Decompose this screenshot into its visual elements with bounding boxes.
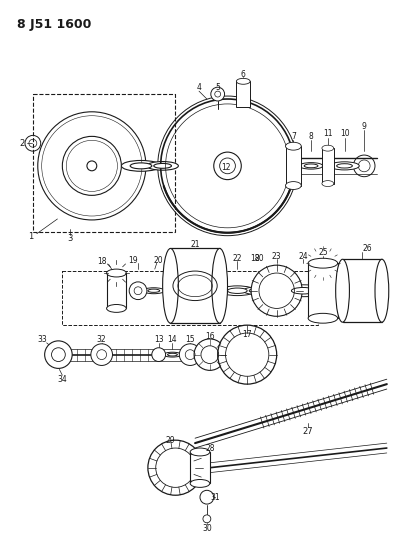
- Circle shape: [218, 325, 277, 384]
- Ellipse shape: [236, 78, 250, 84]
- Text: 18: 18: [250, 254, 260, 263]
- Ellipse shape: [308, 259, 338, 268]
- Ellipse shape: [337, 164, 352, 168]
- Text: 24: 24: [298, 252, 308, 261]
- Text: 2: 2: [20, 139, 25, 148]
- Text: 31: 31: [210, 492, 219, 502]
- Ellipse shape: [227, 288, 247, 294]
- Text: 20: 20: [254, 254, 264, 263]
- Ellipse shape: [243, 287, 271, 295]
- Bar: [170, 248, 220, 323]
- Ellipse shape: [147, 161, 178, 170]
- Circle shape: [87, 161, 97, 171]
- Ellipse shape: [130, 163, 152, 169]
- Ellipse shape: [249, 288, 265, 293]
- Bar: [107, 273, 126, 309]
- Ellipse shape: [220, 286, 255, 296]
- Text: 12: 12: [221, 163, 230, 172]
- Ellipse shape: [308, 313, 338, 323]
- Circle shape: [179, 344, 201, 366]
- Ellipse shape: [322, 181, 334, 187]
- Ellipse shape: [190, 480, 210, 487]
- Text: 16: 16: [205, 333, 215, 342]
- Circle shape: [194, 339, 225, 370]
- Ellipse shape: [291, 287, 315, 294]
- Bar: [236, 82, 250, 107]
- Text: 8 J51 1600: 8 J51 1600: [17, 19, 91, 31]
- Ellipse shape: [154, 164, 172, 168]
- Text: 30: 30: [202, 524, 212, 533]
- Text: 3: 3: [67, 234, 73, 243]
- Ellipse shape: [212, 248, 227, 323]
- Text: 18: 18: [97, 257, 107, 266]
- Ellipse shape: [163, 248, 178, 323]
- Text: 11: 11: [323, 129, 332, 138]
- Ellipse shape: [330, 162, 359, 170]
- Text: 32: 32: [97, 335, 107, 344]
- Bar: [62, 271, 318, 325]
- Bar: [308, 263, 338, 318]
- Ellipse shape: [121, 160, 161, 171]
- Text: 10: 10: [340, 129, 350, 138]
- Text: 23: 23: [272, 252, 281, 261]
- Bar: [343, 259, 382, 322]
- Circle shape: [152, 348, 166, 361]
- Circle shape: [214, 152, 241, 180]
- Text: 34: 34: [57, 375, 67, 384]
- Ellipse shape: [336, 259, 350, 322]
- Ellipse shape: [164, 352, 181, 357]
- Circle shape: [91, 344, 113, 366]
- Text: 4: 4: [197, 83, 201, 92]
- Text: 19: 19: [128, 256, 138, 265]
- Circle shape: [251, 265, 302, 316]
- Ellipse shape: [286, 182, 301, 189]
- Text: 29: 29: [166, 435, 175, 445]
- Ellipse shape: [143, 288, 165, 294]
- Ellipse shape: [322, 145, 334, 151]
- Ellipse shape: [299, 163, 323, 169]
- Bar: [286, 146, 301, 185]
- Ellipse shape: [107, 304, 126, 312]
- Text: 27: 27: [303, 427, 314, 436]
- Ellipse shape: [375, 259, 389, 322]
- Text: 8: 8: [309, 132, 314, 141]
- Circle shape: [200, 490, 214, 504]
- Circle shape: [203, 515, 211, 523]
- Text: 5: 5: [215, 83, 220, 92]
- Text: 15: 15: [186, 335, 195, 344]
- Text: 20: 20: [154, 256, 164, 265]
- Ellipse shape: [168, 353, 178, 356]
- Text: 9: 9: [362, 122, 367, 131]
- Text: 22: 22: [233, 254, 242, 263]
- Circle shape: [211, 87, 225, 101]
- Ellipse shape: [304, 164, 318, 168]
- Bar: [190, 452, 210, 483]
- Text: 28: 28: [205, 443, 215, 453]
- Text: 33: 33: [38, 335, 47, 344]
- Text: 26: 26: [362, 244, 372, 253]
- Circle shape: [354, 155, 375, 176]
- Text: 6: 6: [241, 70, 246, 79]
- Text: 7: 7: [291, 132, 296, 141]
- Text: 17: 17: [242, 330, 252, 340]
- Circle shape: [129, 282, 147, 300]
- Text: 13: 13: [154, 335, 164, 344]
- Text: 1: 1: [28, 232, 34, 241]
- Text: 25: 25: [318, 248, 328, 257]
- Ellipse shape: [282, 285, 325, 297]
- Bar: [289, 158, 377, 174]
- Bar: [33, 94, 176, 232]
- Bar: [55, 349, 264, 360]
- Circle shape: [38, 112, 146, 220]
- Text: 21: 21: [190, 240, 200, 249]
- Ellipse shape: [190, 448, 210, 456]
- Text: 14: 14: [168, 335, 177, 344]
- Ellipse shape: [107, 269, 126, 277]
- Circle shape: [62, 136, 121, 196]
- Circle shape: [148, 440, 203, 495]
- Bar: [322, 148, 334, 183]
- Circle shape: [45, 341, 72, 368]
- Ellipse shape: [148, 289, 160, 293]
- Ellipse shape: [286, 142, 301, 150]
